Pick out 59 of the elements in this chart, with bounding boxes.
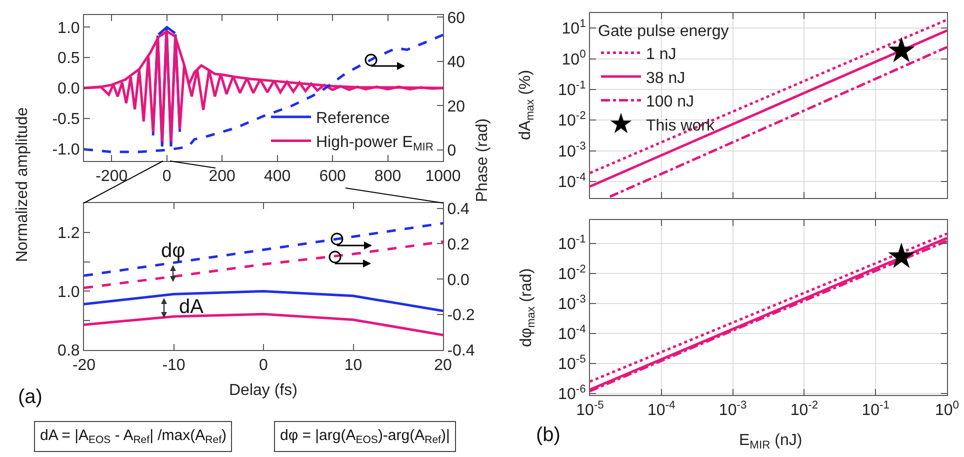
x-tick-label: 20 (434, 357, 452, 374)
y2-tick-label: 40 (447, 54, 466, 72)
x-tick-label: 800 (374, 168, 402, 186)
y2-tick-label: -0.4 (447, 342, 475, 360)
x-tick-label: 1000 (425, 168, 461, 186)
legend-label: Reference (316, 110, 390, 128)
x-tick-label: 10$^{-3}$ (718, 399, 747, 420)
x-tick-label: -10 (162, 357, 186, 374)
x-tick-label: 400 (264, 168, 291, 186)
y-tick-label: 10$^{-1}$ (558, 233, 586, 253)
x-axis-title: E$_{MIR}$ (nJ) (739, 432, 802, 452)
x-tick-label: 10$^{-1}$ (862, 399, 890, 420)
legend-label: 100 nJ (646, 94, 694, 111)
y-tick-label: 1.0 (58, 284, 80, 301)
legend-title: Gate pulse energy (598, 22, 729, 40)
text: (a) (18, 386, 42, 408)
y-tick-label: 10$^{-3}$ (558, 293, 586, 314)
annotation: dφ (161, 240, 186, 262)
legend-label: High-power E$_{MIR}$ (316, 134, 434, 154)
y-tick-label: 1.0 (58, 20, 80, 37)
y-tick-label: 1.2 (58, 225, 80, 242)
y-tick-label: 0.5 (58, 50, 80, 68)
x-tick-label: 600 (319, 168, 346, 186)
y2-axis-title: Phase (rad) (474, 118, 491, 202)
x-tick-label: 10$^{0}$ (934, 399, 960, 420)
y2-tick-label: -0.2 (447, 307, 475, 324)
x-axis-title: Delay (fs) (229, 382, 298, 399)
y2-tick-label: 20 (447, 98, 466, 116)
text: (b) (536, 424, 560, 446)
x-tick-label: 0 (162, 168, 172, 186)
x-tick-label: -20 (72, 357, 96, 374)
y2-tick-label: 0.2 (447, 236, 470, 254)
y2-tick-label: 60 (447, 10, 466, 27)
y2-tick-label: 0 (447, 142, 456, 160)
y-tick-label: 10$^{-2}$ (558, 263, 586, 283)
legend-label: 1 nJ (646, 46, 676, 63)
y-tick-label: 10$^{-1}$ (558, 79, 586, 100)
y-tick-label: -1.0 (52, 141, 80, 158)
x-tick-label: -200 (96, 168, 128, 186)
legend-label: 38 nJ (646, 70, 686, 87)
y-tick-label: 0.8 (58, 342, 80, 360)
y2-tick-label: 0.0 (447, 272, 470, 289)
x-tick-label: 0 (259, 357, 268, 374)
x-tick-label: 10$^{-4}$ (648, 399, 676, 420)
y-tick-label: 0.0 (58, 80, 80, 98)
y2-tick-label: 0.4 (447, 200, 470, 218)
y-tick-label: 10$^{1}$ (562, 18, 586, 38)
x-tick-label: 200 (208, 168, 236, 186)
text: dφ = |arg(A$_{EOS}$)-arg(A$_{Ref}$)| (280, 427, 450, 446)
annotation: dA (179, 296, 204, 318)
x-tick-label: 10$^{-2}$ (790, 399, 818, 420)
y-tick-label: 10$^{-4}$ (558, 323, 586, 344)
text: dA = |A$_{EOS}$ - A$_{Ref}$| /max(A$_{Ref}$) (40, 427, 226, 446)
y-tick-label: 10$^{0}$ (562, 48, 586, 68)
y-tick-label: 10$^{-2}$ (558, 110, 586, 130)
y-axis-title: Normalized amplitude (14, 107, 31, 262)
y-tick-label: -0.5 (52, 111, 80, 128)
y-tick-label: 10$^{-3}$ (558, 140, 586, 160)
x-tick-label: 10 (344, 357, 362, 374)
